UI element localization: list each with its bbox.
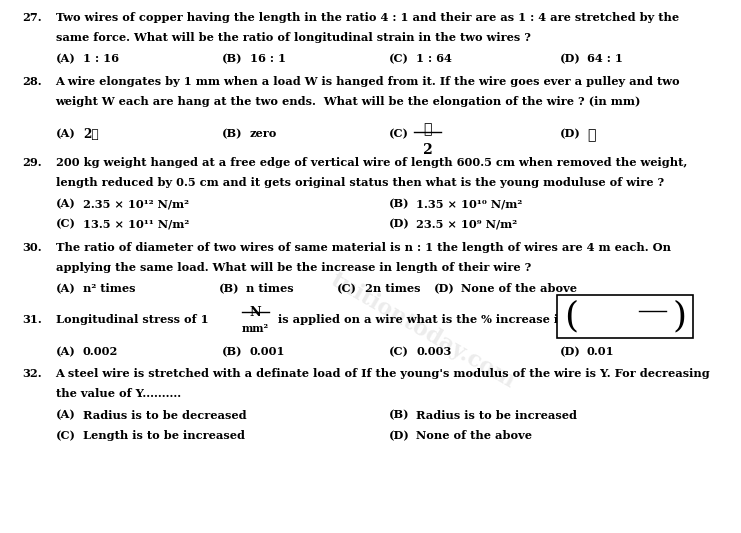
Text: Two wires of copper having the length in the ratio 4 : 1 and their are as 1 : 4 : Two wires of copper having the length in… [56, 12, 679, 23]
Text: (C): (C) [56, 430, 76, 441]
Text: (B): (B) [389, 198, 410, 209]
Text: 16 : 1: 16 : 1 [250, 53, 286, 64]
Text: 27.: 27. [22, 12, 41, 23]
Text: weight W each are hang at the two ends.  What will be the elongation of the wire: weight W each are hang at the two ends. … [56, 96, 641, 107]
Text: 200 kg weight hanged at a free edge of vertical wire of length 600.5 cm when rem: 200 kg weight hanged at a free edge of v… [56, 157, 687, 167]
Text: 13.5 × 10¹¹ N/m²: 13.5 × 10¹¹ N/m² [83, 219, 189, 229]
Text: 32.: 32. [22, 368, 41, 379]
FancyBboxPatch shape [557, 295, 693, 338]
Text: The ratio of diameter of two wires of same material is n : 1 the length of wires: The ratio of diameter of two wires of sa… [56, 241, 671, 253]
Text: 0.01: 0.01 [587, 346, 614, 357]
Text: zero: zero [250, 128, 277, 139]
Text: 64 : 1: 64 : 1 [587, 53, 622, 64]
Text: 1 : 64: 1 : 64 [416, 53, 452, 64]
Text: 1 : 16: 1 : 16 [83, 53, 119, 64]
Text: N: N [250, 306, 262, 319]
Text: n times: n times [246, 283, 293, 294]
Text: mm²: mm² [242, 323, 269, 334]
Text: 28.: 28. [22, 76, 41, 86]
Text: ): ) [672, 300, 686, 334]
Text: the value of Y..........: the value of Y.......... [56, 389, 181, 399]
Text: 2ℓ: 2ℓ [83, 128, 99, 141]
Text: (A): (A) [56, 128, 76, 139]
Text: Longitudinal stress of 1: Longitudinal stress of 1 [56, 313, 208, 325]
Text: is applied on a wire what is the % increase in length ?: is applied on a wire what is the % incre… [278, 313, 622, 325]
Text: applying the same load. What will be the increase in length of their wire ?: applying the same load. What will be the… [56, 262, 531, 273]
Text: 2: 2 [422, 143, 433, 157]
Text: (B): (B) [222, 53, 243, 64]
Text: Radius is to be increased: Radius is to be increased [416, 410, 577, 421]
Text: N: N [647, 297, 659, 310]
Text: length reduced by 0.5 cm and it gets original status then what is the young modu: length reduced by 0.5 cm and it gets ori… [56, 177, 664, 188]
Text: (C): (C) [389, 53, 409, 64]
Text: 2.35 × 10¹² N/m²: 2.35 × 10¹² N/m² [83, 198, 189, 209]
Text: (C): (C) [389, 346, 409, 357]
Text: (B): (B) [219, 283, 239, 294]
Text: None of the above: None of the above [461, 283, 577, 294]
Text: (D): (D) [559, 346, 580, 357]
Text: (D): (D) [389, 430, 410, 441]
Text: (B): (B) [389, 410, 410, 421]
Text: 0.002: 0.002 [83, 346, 119, 357]
Text: A steel wire is stretched with a definate load of If the young's modulus of the : A steel wire is stretched with a definat… [56, 368, 711, 379]
Text: 0.001: 0.001 [250, 346, 285, 357]
Text: 31.: 31. [22, 313, 42, 325]
Text: None of the above: None of the above [416, 430, 533, 441]
Text: ℓ: ℓ [423, 122, 432, 136]
Text: 1.35 × 10¹⁰ N/m²: 1.35 × 10¹⁰ N/m² [416, 198, 522, 209]
Text: (B): (B) [222, 128, 243, 139]
Text: (C): (C) [389, 128, 409, 139]
Text: (A): (A) [56, 198, 76, 209]
Text: (D): (D) [433, 283, 454, 294]
Text: (C): (C) [337, 283, 357, 294]
Text: 29.: 29. [22, 157, 41, 167]
Text: 23.5 × 10⁹ N/m²: 23.5 × 10⁹ N/m² [416, 219, 517, 229]
Text: 0.003: 0.003 [416, 346, 452, 357]
Text: Y = 10⁴: Y = 10⁴ [579, 305, 625, 317]
Text: (D): (D) [559, 53, 580, 64]
Text: (A): (A) [56, 410, 76, 421]
Text: Length is to be increased: Length is to be increased [83, 430, 245, 441]
Text: (A): (A) [56, 283, 76, 294]
Text: m²: m² [645, 315, 661, 326]
Text: (C): (C) [56, 219, 76, 229]
Text: (A): (A) [56, 346, 76, 357]
Text: tuitiontoday.com: tuitiontoday.com [326, 269, 519, 392]
Text: (B): (B) [222, 346, 243, 357]
Text: A wire elongates by 1 mm when a load W is hanged from it. If the wire goes ever : A wire elongates by 1 mm when a load W i… [56, 76, 680, 86]
Text: ℓ: ℓ [587, 128, 595, 142]
Text: n² times: n² times [83, 283, 136, 294]
Text: (A): (A) [56, 53, 76, 64]
Text: (D): (D) [389, 219, 410, 229]
Text: 30.: 30. [22, 241, 41, 253]
Text: Radius is to be decreased: Radius is to be decreased [83, 410, 247, 421]
Text: 2n times: 2n times [365, 283, 420, 294]
Text: (D): (D) [559, 128, 580, 139]
Text: same force. What will be the ratio of longitudinal strain in the two wires ?: same force. What will be the ratio of lo… [56, 32, 531, 43]
Text: (: ( [564, 300, 578, 334]
